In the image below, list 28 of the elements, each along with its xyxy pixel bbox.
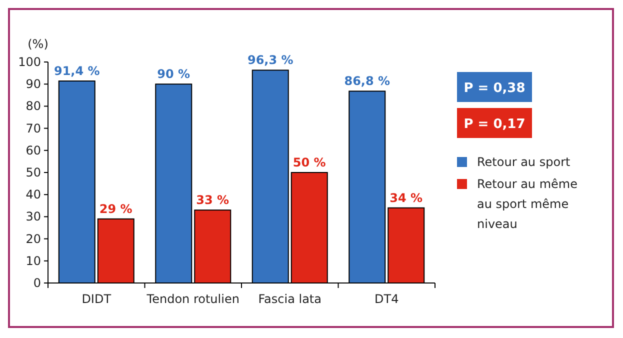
legend-label: Retour au sport xyxy=(477,155,570,169)
x-tick-label: DIDT xyxy=(82,292,112,306)
y-tick-label: 50 xyxy=(26,166,41,180)
y-tick-label: 40 xyxy=(26,188,41,202)
x-tick-label: DT4 xyxy=(374,292,399,306)
text: P = 0,38 xyxy=(464,81,526,96)
y-tick-label: 60 xyxy=(26,143,41,158)
y-tick-label: 20 xyxy=(26,232,41,246)
y-tick-label: 30 xyxy=(26,210,41,224)
y-tick-label: 90 xyxy=(26,77,41,92)
y-tick-label: 70 xyxy=(26,121,41,136)
y-tick-label: 100 xyxy=(18,55,41,69)
legend-label: Retour au même au sport même niveau xyxy=(477,177,578,231)
data-label: 50 % xyxy=(292,156,326,170)
data-label: 34 % xyxy=(390,190,423,205)
y-tick-label: 0 xyxy=(33,276,41,290)
data-label: 86,8 % xyxy=(344,74,390,88)
data-label: 90 % xyxy=(157,67,190,82)
y-tick-label: 80 xyxy=(26,99,41,114)
data-label: 91,4 % xyxy=(54,64,100,78)
data-label: 96,3 % xyxy=(247,53,294,68)
y-tick-label: 10 xyxy=(26,254,41,268)
data-label: 33 % xyxy=(196,193,230,208)
x-tick-label: Tendon rotulien xyxy=(146,292,240,306)
y-axis-title: (%) xyxy=(28,37,48,51)
data-label: 29 % xyxy=(99,202,132,216)
x-tick-label: Fascia lata xyxy=(258,292,322,306)
text: P = 0,17 xyxy=(464,117,526,132)
